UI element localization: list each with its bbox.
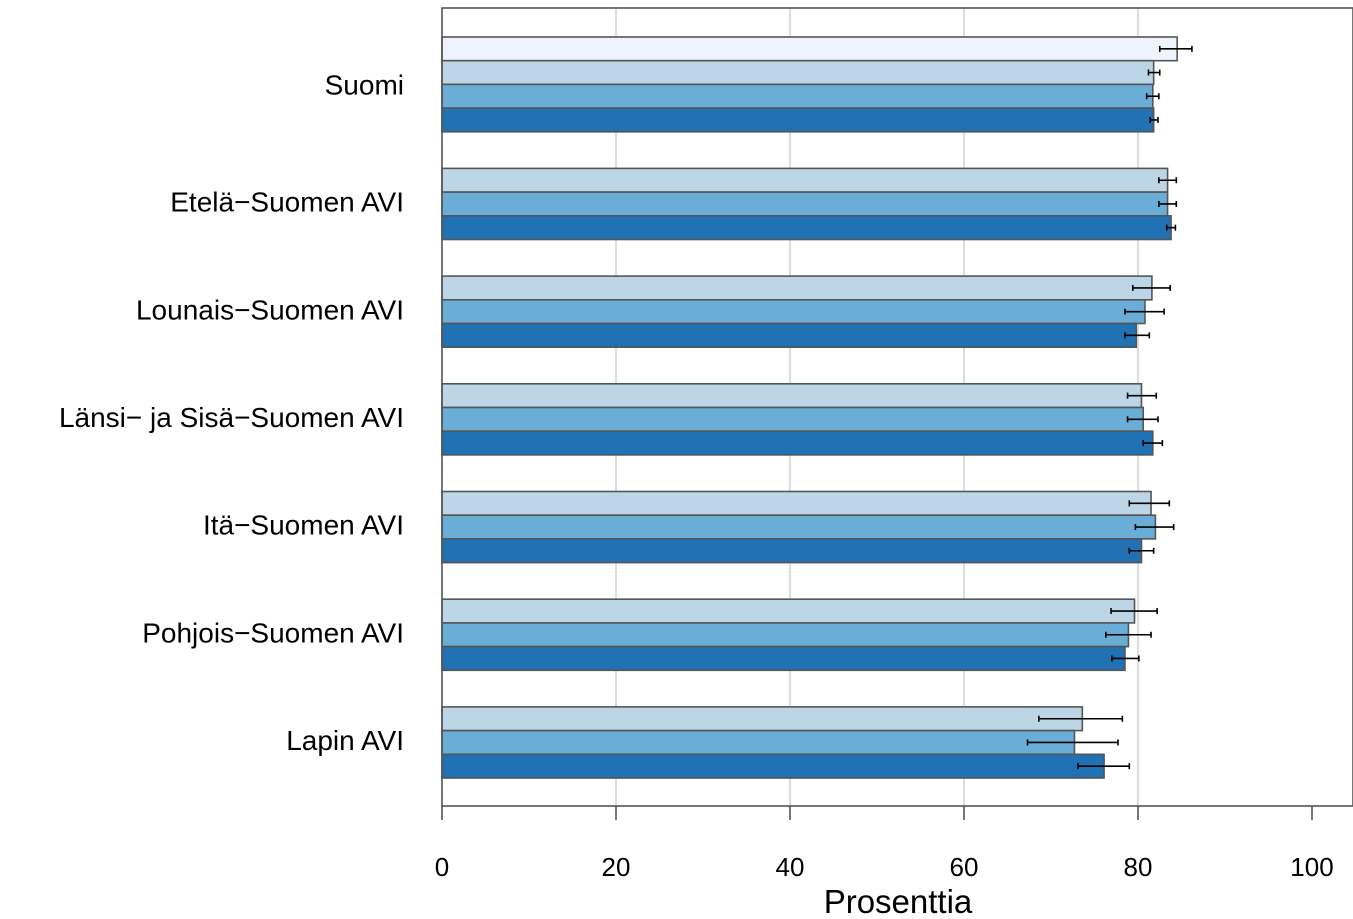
error-bar (1147, 69, 1161, 76)
bar (441, 191, 1169, 217)
x-tick-label: 20 (602, 852, 631, 882)
error-bar (1134, 524, 1175, 531)
error-bar (1077, 763, 1131, 770)
category-label: Pohjois−Suomen AVI (142, 617, 404, 648)
bar (441, 36, 1178, 62)
bar (441, 622, 1130, 648)
category-label: Suomi (325, 69, 404, 100)
category-label: Etelä−Suomen AVI (170, 187, 404, 218)
error-bar (1124, 332, 1151, 339)
bars (441, 36, 1178, 779)
error-bar (1105, 631, 1152, 638)
error-bar (1158, 200, 1178, 207)
bar (441, 729, 1076, 756)
x-tick-label: 100 (1290, 852, 1333, 882)
bar (441, 598, 1136, 624)
bar (441, 430, 1154, 456)
error-bar (1128, 547, 1155, 554)
error-bar (1038, 715, 1124, 722)
error-bars (1026, 45, 1193, 770)
bar (441, 322, 1138, 349)
error-bar (1111, 655, 1140, 662)
bar (441, 406, 1145, 433)
category-label: Länsi− ja Sisä−Suomen AVI (59, 402, 404, 433)
error-bar (1142, 440, 1164, 447)
x-tick-label: 40 (776, 852, 805, 882)
error-bar (1158, 45, 1193, 52)
category-label: Lounais−Suomen AVI (136, 294, 404, 325)
error-bar (1131, 284, 1171, 291)
x-tick-label: 0 (435, 852, 449, 882)
bar (441, 382, 1143, 409)
x-tick-label: 80 (1124, 852, 1153, 882)
error-bar (1158, 177, 1178, 184)
error-bar (1149, 116, 1159, 123)
bar (441, 215, 1172, 241)
error-bar (1126, 392, 1158, 399)
bar (441, 706, 1084, 732)
bar (441, 645, 1126, 672)
category-label: Itä−Suomen AVI (203, 510, 404, 541)
error-bar (1110, 608, 1158, 615)
bar (441, 59, 1155, 86)
error-bar (1128, 500, 1171, 507)
bar (441, 490, 1152, 517)
error-bar (1165, 224, 1177, 231)
bar (441, 538, 1143, 564)
bar (441, 514, 1157, 540)
bar (441, 107, 1155, 133)
bar (441, 167, 1169, 193)
category-label: Lapin AVI (286, 725, 404, 756)
error-bar (1124, 308, 1165, 315)
error-bar (1145, 93, 1160, 100)
x-axis: 0 20 40 60 80 100 (435, 806, 1334, 882)
bar (441, 83, 1154, 109)
x-tick-label: 60 (950, 852, 979, 882)
bar (441, 298, 1146, 325)
bar (441, 275, 1153, 301)
x-axis-title: Prosenttia (824, 883, 973, 919)
plot-frame (441, 7, 1353, 807)
bar (441, 753, 1105, 779)
error-bar (1126, 416, 1159, 423)
error-bar (1026, 739, 1119, 746)
category-labels: Suomi Etelä−Suomen AVI Lounais−Suomen AVI L… (59, 69, 404, 756)
